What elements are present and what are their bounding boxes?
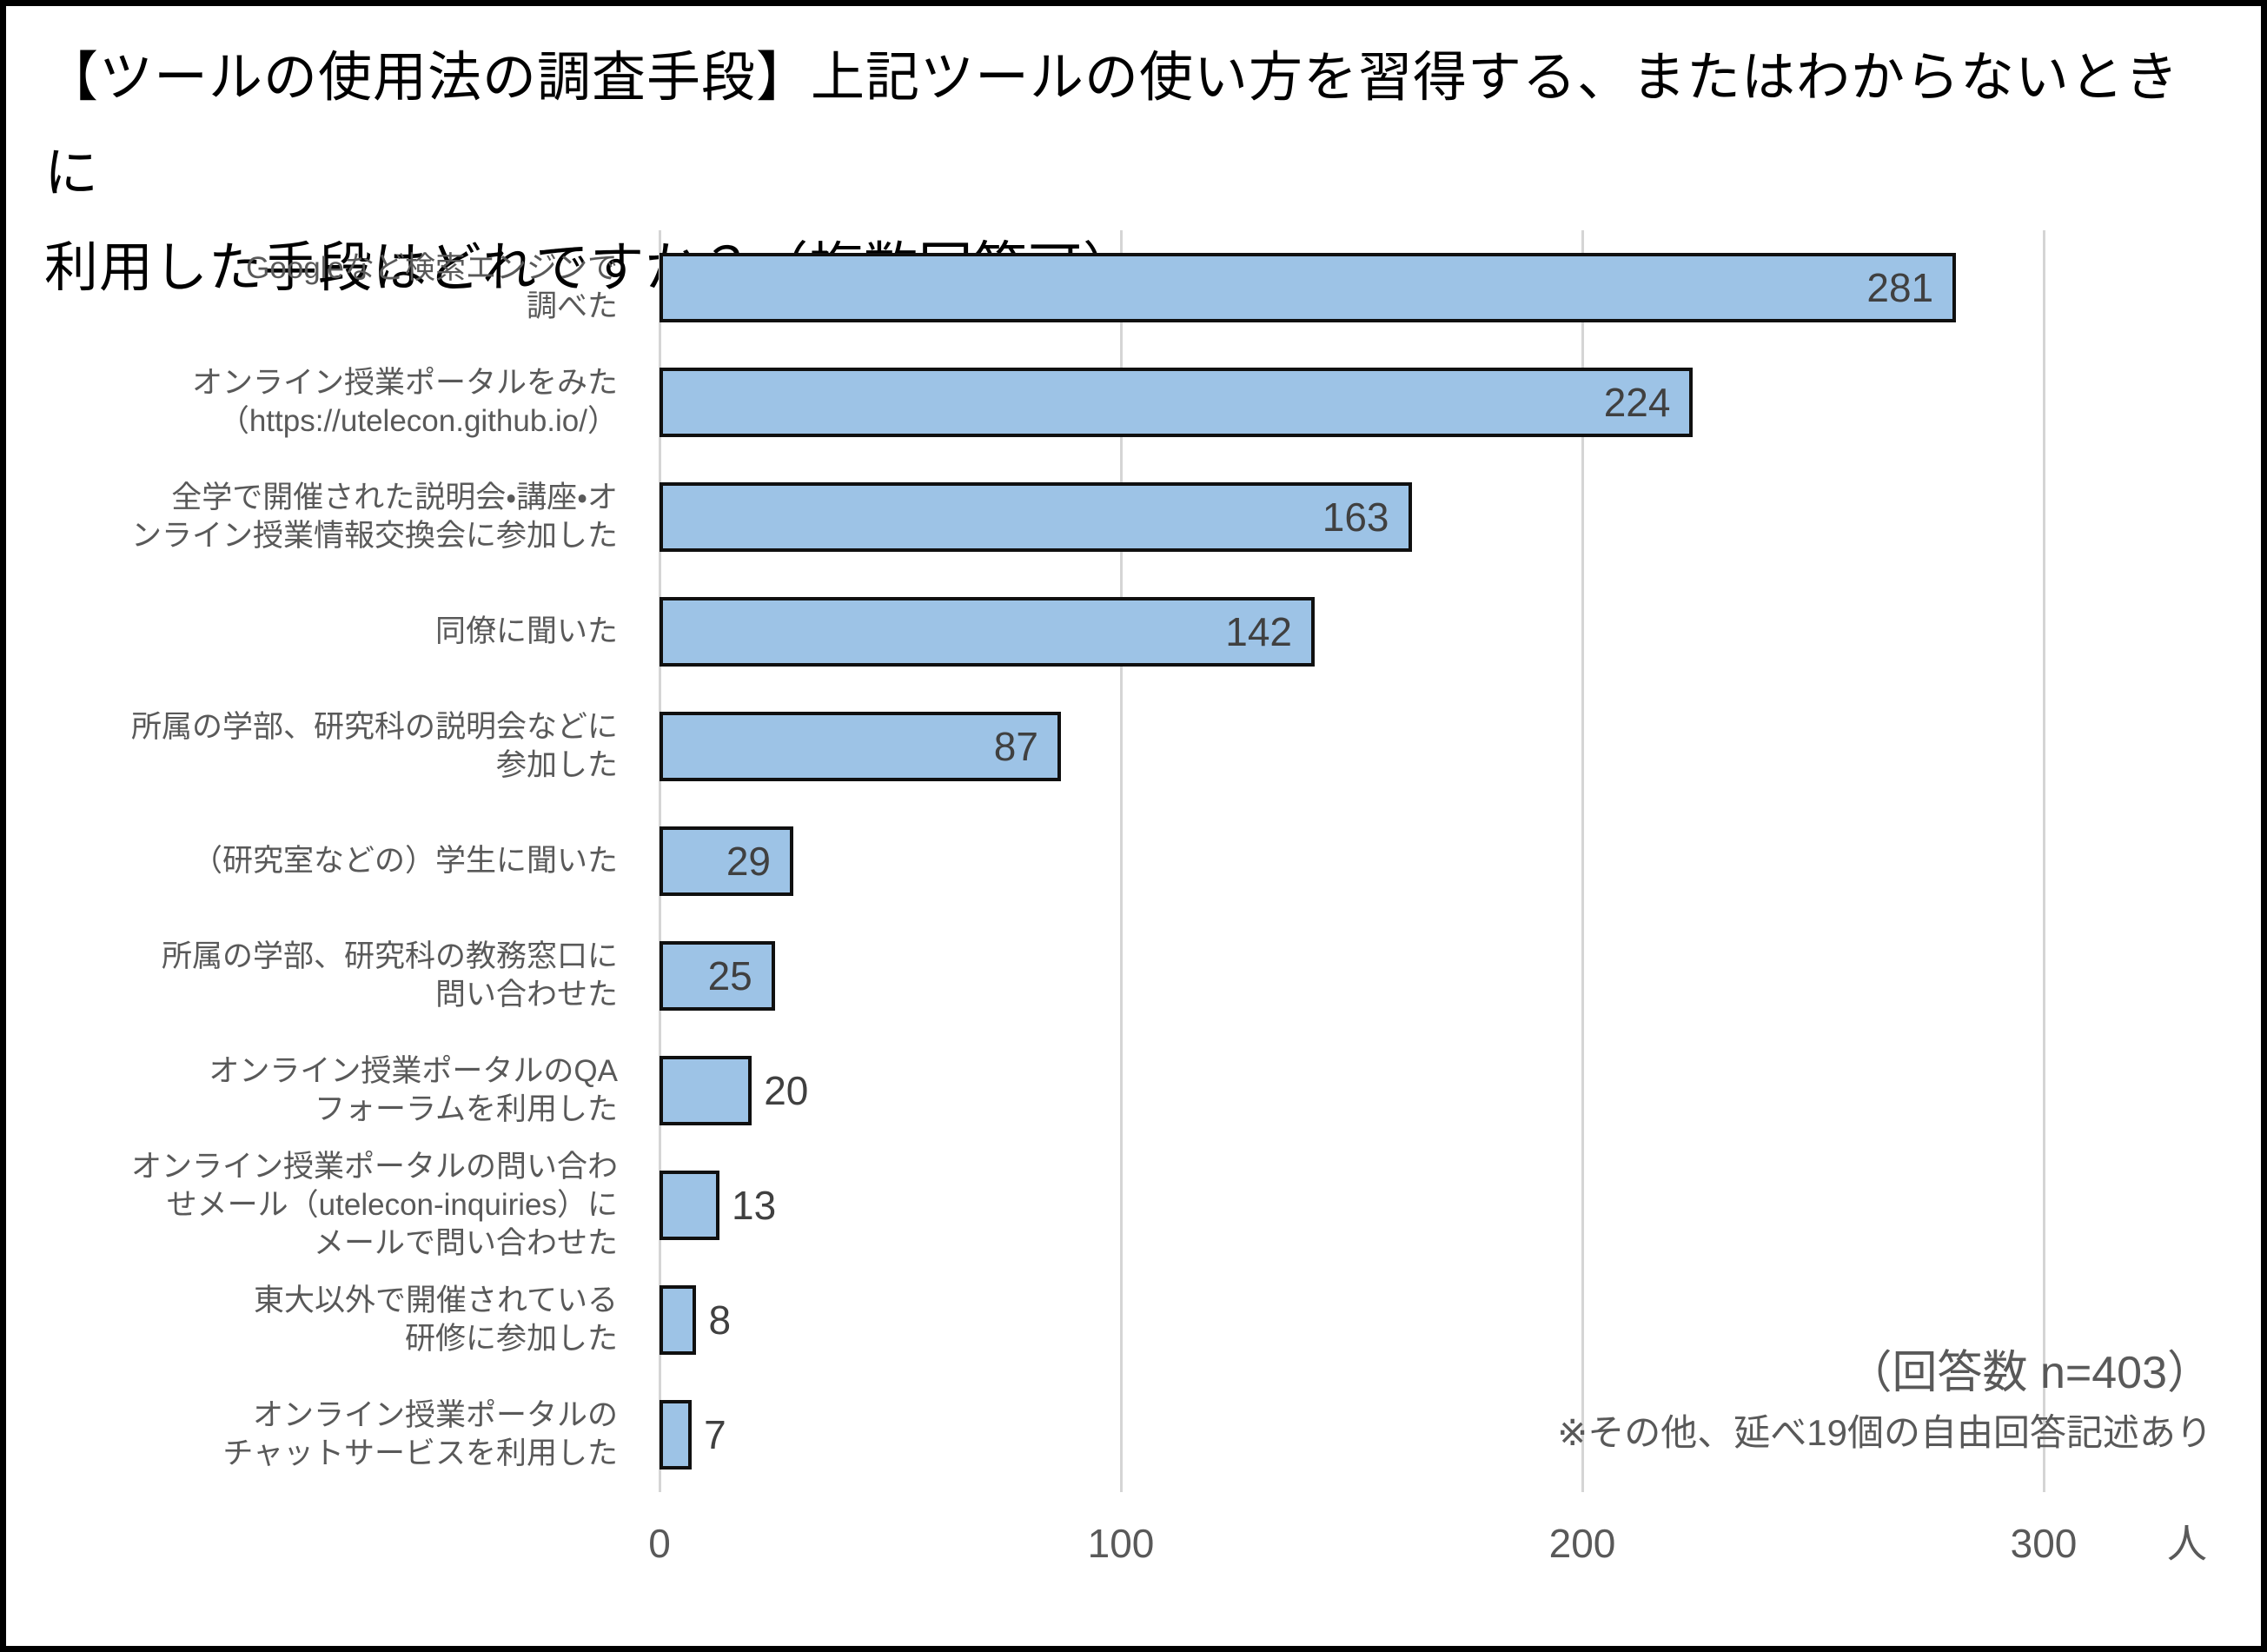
bar-row: 7 bbox=[660, 1377, 2232, 1492]
x-tick-100: 100 bbox=[1087, 1521, 1155, 1566]
category-label: 全学で開催された説明会・講座・オ ンライン授業情報交換会に参加した bbox=[130, 480, 618, 553]
bar-row: 20 bbox=[660, 1033, 2232, 1148]
bar: 13 bbox=[660, 1171, 776, 1240]
category-label: Googleなど検索エンジンで 調べた bbox=[246, 250, 618, 323]
gridline-200 bbox=[1581, 230, 1584, 1492]
bar-row: 163 bbox=[660, 460, 2232, 574]
value-label: 142 bbox=[1225, 609, 1293, 654]
bar-row: 13 bbox=[660, 1148, 2232, 1263]
bar: 142 bbox=[660, 597, 1316, 667]
response-count-note: （回答数 n=403） bbox=[1846, 1348, 2213, 1398]
value-label: 281 bbox=[1866, 265, 1934, 310]
bar: 163 bbox=[660, 482, 1412, 552]
x-axis-unit: 人 bbox=[2167, 1521, 2207, 1566]
category-label: 同僚に聞いた bbox=[434, 614, 618, 648]
category-label: オンライン授業ポータルの問い合わ せメール（utelecon-inquiries… bbox=[130, 1149, 618, 1261]
value-label: 13 bbox=[732, 1183, 777, 1228]
x-tick-300: 300 bbox=[2010, 1521, 2078, 1566]
category-label: 東大以外で開催されている 研修に参加した bbox=[254, 1283, 618, 1356]
bar: 87 bbox=[660, 712, 1061, 781]
bar: 8 bbox=[660, 1285, 731, 1355]
bar: 25 bbox=[660, 941, 775, 1011]
bar-row: 142 bbox=[660, 574, 2232, 689]
bar: 281 bbox=[660, 253, 1957, 322]
bar: 29 bbox=[660, 826, 793, 896]
value-label: 20 bbox=[764, 1068, 809, 1113]
value-label: 224 bbox=[1603, 380, 1671, 425]
bar-row: 281 bbox=[660, 230, 2232, 345]
x-axis: 0 100 200 300 人 bbox=[648, 1521, 2261, 1576]
value-label: 8 bbox=[708, 1297, 732, 1343]
bar-row: 29 bbox=[660, 804, 2232, 919]
category-labels: Googleなど検索エンジンで 調べたオンライン授業ポータルをみた （https… bbox=[41, 230, 639, 1492]
gridline-300 bbox=[2043, 230, 2045, 1492]
value-label: 25 bbox=[707, 953, 752, 998]
bar-rows: 281 224 163 142 87 29 25 20 13 8 7 bbox=[660, 230, 2232, 1492]
bar-row: 8 bbox=[660, 1263, 2232, 1377]
bar-row: 224 bbox=[660, 345, 2232, 460]
category-label: （研究室などの）学生に聞いた bbox=[191, 843, 618, 878]
gridline-100 bbox=[1120, 230, 1123, 1492]
value-label: 29 bbox=[726, 839, 771, 884]
annotation-block: （回答数 n=403） ※その他、延べ19個の自由回答記述あり bbox=[1557, 1343, 2212, 1458]
bar: 7 bbox=[660, 1400, 726, 1470]
category-label: 所属の学部、研究科の説明会などに 参加した bbox=[130, 709, 618, 782]
bar: 224 bbox=[660, 368, 1694, 437]
category-label: 所属の学部、研究科の教務窓口に 問い合わせた bbox=[161, 939, 618, 1012]
value-label: 163 bbox=[1322, 494, 1389, 540]
x-tick-0: 0 bbox=[648, 1521, 671, 1566]
plot-area: 281 224 163 142 87 29 25 20 13 8 7 bbox=[659, 230, 2232, 1492]
x-tick-200: 200 bbox=[1548, 1521, 1616, 1566]
free-answer-note: ※その他、延べ19個の自由回答記述あり bbox=[1557, 1412, 2212, 1454]
value-label: 87 bbox=[993, 724, 1038, 769]
bar: 20 bbox=[660, 1056, 808, 1125]
bar-row: 87 bbox=[660, 689, 2232, 804]
bar-row: 25 bbox=[660, 919, 2232, 1033]
category-label: オンライン授業ポータルをみた （https://utelecon.github.… bbox=[191, 365, 618, 438]
category-label: オンライン授業ポータルのQA フォーラムを利用した bbox=[209, 1053, 618, 1126]
value-label: 7 bbox=[704, 1412, 726, 1457]
category-label: オンライン授業ポータルの チャットサービスを利用した bbox=[222, 1397, 618, 1470]
